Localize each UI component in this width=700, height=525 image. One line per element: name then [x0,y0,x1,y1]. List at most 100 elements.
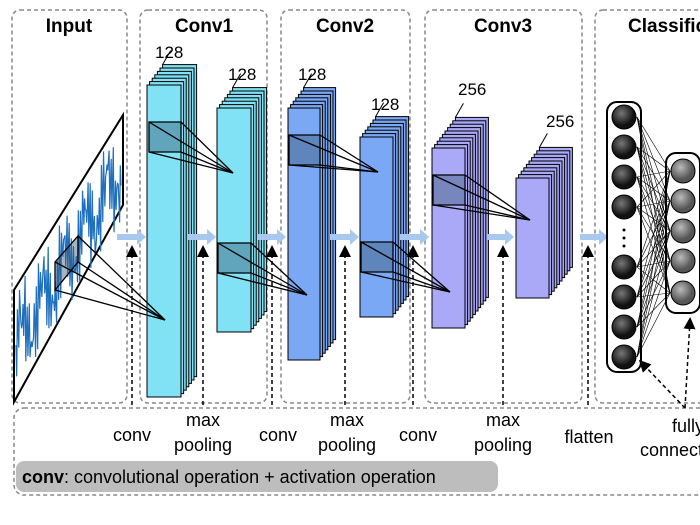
section-title: Conv1 [175,16,234,37]
kernel-line [54,261,166,321]
kernel-line [288,134,379,173]
kernel-region [432,174,466,206]
filter-count: 256 [546,112,574,131]
neuron [611,254,637,280]
operation-label: flatten [564,427,613,447]
connection [636,200,671,358]
kernel-line [180,151,234,174]
operation-label: pooling [318,435,376,455]
operation-label: conv [399,425,437,445]
operation-pointers [126,245,696,409]
count-tick [454,103,464,118]
connection [636,170,671,298]
kernel-line [432,174,531,221]
kernel-region [148,121,182,153]
kernel-line [148,151,234,174]
neuron [611,104,637,130]
kernel-line [217,272,308,296]
signal-line [15,147,122,377]
legend-box [16,461,498,492]
feature-map-layer [287,107,321,361]
kernel-line [148,121,234,174]
feature-map-layer [431,147,466,329]
legend-key: conv [22,467,64,487]
neuron [611,344,637,370]
operation-label: max [186,410,220,430]
section-title: Conv3 [474,16,532,37]
operation-label: fully [672,416,700,436]
operation-label: pooling [474,435,532,455]
connection [636,170,671,268]
kernel-line [54,289,166,321]
connection [636,170,671,328]
section-box [280,9,411,404]
flow-arrows [117,229,608,245]
connection [636,170,671,208]
section-title: Input [46,16,93,37]
ellipsis-dot [622,228,626,232]
kernel-region [217,242,252,274]
kernel-line [288,164,379,173]
neuron [670,248,696,274]
connection [636,230,671,358]
filter-count: 128 [228,65,256,84]
kernel-line [180,121,234,174]
ellipsis-dot [622,244,626,248]
kernel-line [392,241,451,293]
count-tick [538,133,548,148]
connection [636,116,671,172]
operation-label: max [330,410,364,430]
connection [636,170,671,358]
section-title: Classification [628,16,700,37]
feature-map-layer [515,177,550,299]
neuron [611,314,637,340]
operation-label: connected [640,440,700,460]
neuron [611,194,637,220]
operation-label: pooling [174,435,232,455]
connection [636,146,671,172]
section-box [11,9,128,404]
neuron [670,158,696,184]
signal [15,147,122,377]
neuron [670,188,696,214]
filter-count: 128 [371,95,399,114]
neuron [670,218,696,244]
kernel-line [464,174,531,221]
kernel-line [250,272,308,296]
kernel-line [360,271,451,293]
operation-label: max [486,410,520,430]
kernel-line [319,134,379,173]
classifier [606,101,700,373]
connection [636,170,671,178]
neuron [670,280,696,306]
kernel-line [360,241,451,293]
feature-maps: 128 128 128 128 256 256 [54,43,574,398]
feature-map-layer [146,84,182,398]
filter-count: 128 [298,65,326,84]
kernel-line [77,261,166,321]
filter-count: 128 [155,43,183,62]
legend: conv: convolutional operation + activati… [22,467,436,487]
count-tick [162,50,172,65]
kernel-line [392,271,451,293]
connection [636,146,671,294]
neuron [611,284,637,310]
feature-map-layer [216,107,252,333]
ellipsis-dot [622,236,626,240]
kernel-line [432,204,531,221]
count-tick [375,102,385,117]
operation-label: conv [259,425,297,445]
kernel-line [250,242,308,296]
neuron [611,134,637,160]
filter-count: 256 [458,80,486,99]
operations-box [13,407,700,496]
section-box [594,9,700,404]
connection [636,260,671,358]
section-box [424,9,583,404]
kernel-line [217,242,308,296]
count-tick [303,73,313,88]
section-title: Conv2 [316,16,374,37]
connection [636,292,671,328]
kernel-line [464,204,531,221]
